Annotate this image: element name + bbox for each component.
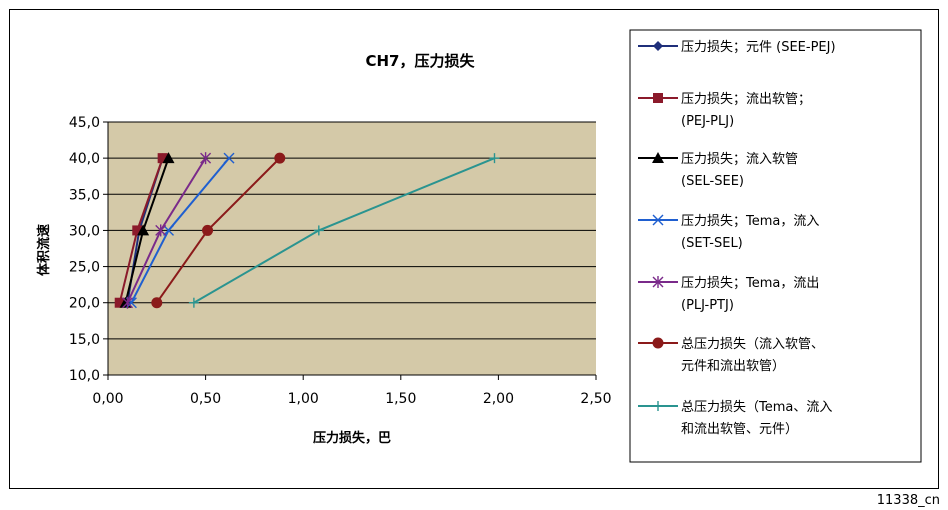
- legend-swatch-marker: [653, 41, 663, 51]
- legend-label: 总压力损失（流入软管、: [681, 337, 824, 352]
- legend-item: 总压力损失（流入软管、元件和流出软管）: [638, 337, 824, 374]
- legend-swatch-marker: [653, 93, 663, 103]
- legend-label: (SET-SEL): [681, 236, 743, 251]
- x-tick-label: 2,00: [483, 391, 514, 407]
- data-point: [313, 225, 324, 236]
- legend-label: 总压力损失（Tema、流入: [681, 400, 832, 415]
- data-point: [162, 152, 175, 164]
- legend-item: 压力损失；Tema，流出 (PLJ-PTJ): [638, 276, 819, 313]
- legend-label: 压力损失；Tema，流出: [681, 276, 819, 291]
- series: [151, 152, 286, 309]
- legend-label: 元件和流出软管）: [681, 359, 785, 374]
- legend-item: 压力损失；流入软管 (SEL-SEE): [638, 152, 798, 189]
- x-tick-label: 0,00: [92, 391, 123, 407]
- series: [114, 153, 168, 308]
- chart-frame: CH7，压力损失 10,0 15,0 20,0 25,0 30,0 35,0 40,0 45,…: [9, 9, 939, 489]
- x-axis-label: 压力损失，巴: [313, 430, 391, 446]
- legend-label: 压力损失；流出软管；: [681, 92, 811, 107]
- x-tick-label: 1,00: [288, 391, 319, 407]
- x-tick-label: 2,50: [580, 391, 611, 407]
- legend-label: 压力损失；元件 (SEE-PEJ): [681, 40, 836, 55]
- chart-title: CH7，压力损失: [366, 52, 476, 70]
- data-point: [202, 224, 214, 236]
- figure-id: 11338_cn: [876, 493, 940, 508]
- legend-item: 压力损失；流出软管； (PEJ-PLJ): [638, 92, 811, 129]
- x-tick-label: 1,50: [385, 391, 416, 407]
- data-point: [114, 297, 125, 308]
- data-point: [137, 224, 150, 236]
- legend-label: 压力损失；流入软管: [681, 152, 798, 167]
- legend-item: 压力损失；Tema，流入 (SET-SEL): [638, 214, 819, 251]
- data-point: [122, 296, 134, 309]
- y-tick-label: 10,0: [69, 368, 100, 384]
- series: [188, 153, 500, 308]
- series: [122, 152, 212, 309]
- data-point: [163, 224, 175, 236]
- axes: [107, 122, 596, 376]
- legend-swatch-marker: [652, 214, 664, 226]
- data-point: [157, 153, 168, 164]
- legend-label: (SEL-SEE): [681, 174, 744, 189]
- y-tick-label: 20,0: [69, 296, 100, 312]
- x-tick-labels: 0,00 0,50 1,00 1,50 2,00 2,50: [92, 375, 612, 407]
- legend-swatch-marker: [652, 276, 664, 288]
- y-tick-label: 35,0: [69, 187, 100, 203]
- legend-label: 压力损失；Tema，流入: [681, 214, 819, 229]
- data-point: [274, 152, 286, 164]
- legend-box: [629, 29, 922, 463]
- y-tick-label: 30,0: [69, 223, 100, 239]
- legend-swatch-marker: [652, 337, 664, 349]
- data-point: [200, 152, 212, 165]
- y-axis-label: 体积流速: [36, 224, 52, 276]
- y-tick-label: 15,0: [69, 332, 100, 348]
- data-point: [155, 224, 167, 237]
- legend-label: 和流出软管、元件）: [681, 422, 798, 437]
- chart-svg: CH7，压力损失 10,0 15,0 20,0 25,0 30,0 35,0 40,0 45,…: [36, 29, 922, 463]
- legend-label: (PLJ-PTJ): [681, 298, 734, 313]
- legend-item: 压力损失；元件 (SEE-PEJ): [638, 40, 836, 55]
- data-point: [223, 152, 235, 164]
- legend: 压力损失；元件 (SEE-PEJ)压力损失；流出软管；(PEJ-PLJ)压力损失…: [638, 40, 836, 437]
- data-point: [188, 297, 199, 308]
- legend-swatch-marker: [653, 401, 663, 411]
- data-point: [151, 297, 163, 309]
- y-tick-label: 40,0: [69, 151, 100, 167]
- y-tick-label: 25,0: [69, 260, 100, 276]
- data-point: [132, 225, 143, 236]
- x-tick-label: 0,50: [190, 391, 221, 407]
- y-tick-labels: 10,0 15,0 20,0 25,0 30,0 35,0 40,0 45,0: [69, 115, 108, 384]
- series-lines: [114, 152, 500, 309]
- data-point: [489, 153, 500, 164]
- plot-area: [108, 122, 596, 375]
- legend-label: (PEJ-PLJ): [681, 114, 734, 129]
- legend-swatch-marker: [652, 152, 664, 163]
- y-tick-label: 45,0: [69, 115, 100, 131]
